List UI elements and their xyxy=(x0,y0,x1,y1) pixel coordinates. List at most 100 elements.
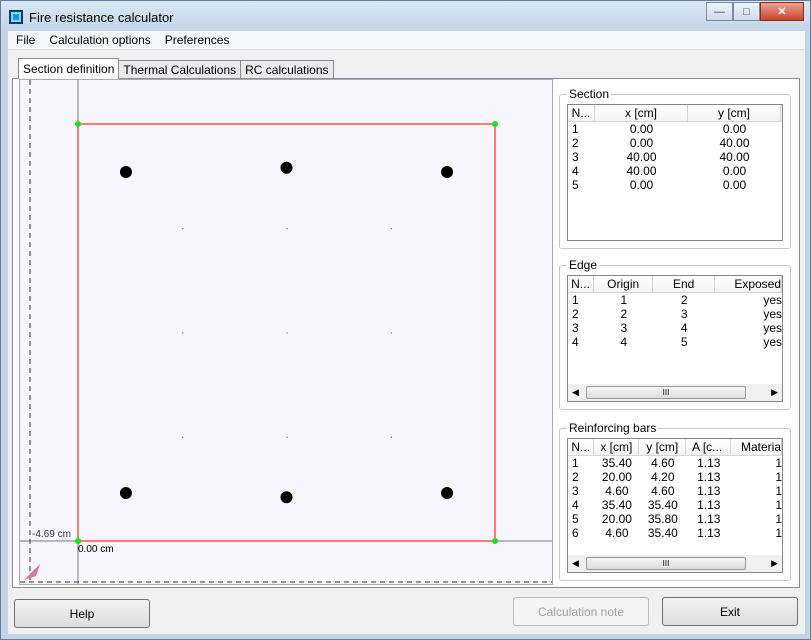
table-row[interactable]: 3 3 4 yes xyxy=(568,321,782,335)
scroll-thumb[interactable]: III xyxy=(586,386,746,399)
table-cell: 35.80 xyxy=(647,512,678,526)
table-cell: yes xyxy=(763,321,783,335)
scroll-left-icon[interactable]: ◀ xyxy=(572,387,579,397)
reinforcing-bar[interactable] xyxy=(441,487,454,500)
table-cell: 4.60 xyxy=(651,456,675,470)
col-header[interactable]: N... xyxy=(568,439,595,455)
scroll-right-icon[interactable]: ▶ xyxy=(771,558,778,568)
tab-thermal-calculations[interactable]: Thermal Calculations xyxy=(118,60,242,79)
section-table[interactable]: N... x [cm] y [cm] 1 0.00 0.00 2 0.00 40.00 3 40.… xyxy=(567,104,783,241)
reinforcing-bar[interactable] xyxy=(441,165,454,178)
table-row[interactable]: 4 35.40 35.40 1.13 1 xyxy=(568,498,782,512)
section-node[interactable] xyxy=(75,121,81,127)
table-cell: 1 xyxy=(775,526,783,540)
close-button[interactable]: ✕ xyxy=(760,2,804,21)
menu-calculation-options[interactable]: Calculation options xyxy=(49,33,151,47)
cursor-marker-icon xyxy=(24,564,40,580)
table-cell: 40.00 xyxy=(626,164,657,178)
table-row[interactable]: 1 35.40 4.60 1.13 1 xyxy=(568,456,782,470)
help-button[interactable]: Help xyxy=(14,599,150,628)
grid-dot xyxy=(182,436,184,438)
table-row[interactable]: 6 4.60 35.40 1.13 1 xyxy=(568,526,782,540)
col-header[interactable]: End xyxy=(653,276,715,292)
table-cell: 3 xyxy=(572,321,579,335)
col-header[interactable]: A [c... xyxy=(686,439,732,455)
table-cell: 1.13 xyxy=(697,484,721,498)
table-cell: 1 xyxy=(775,470,783,484)
reinforcing-bar[interactable] xyxy=(280,161,293,174)
table-cell: 4 xyxy=(620,335,628,349)
minimize-button[interactable]: — xyxy=(706,2,733,21)
bars-table[interactable]: N... x [cm] y [cm] A [c... Materia 1 35.40 4.6… xyxy=(567,438,783,573)
scroll-thumb[interactable]: III xyxy=(586,557,746,570)
app-icon xyxy=(9,10,23,24)
scroll-right-icon[interactable]: ▶ xyxy=(771,387,778,397)
horizontal-scrollbar[interactable]: ◀ III ▶ xyxy=(568,555,782,572)
table-row[interactable]: 2 20.00 4.20 1.13 1 xyxy=(568,470,782,484)
col-header[interactable]: x [cm] xyxy=(594,439,640,455)
table-row[interactable]: 1 1 2 yes xyxy=(568,293,782,307)
edge-table[interactable]: N... Origin End Exposed 1 1 2 yes 2 2 3 yes 3 3 4 yes 4… xyxy=(567,275,783,402)
tab-rc-calculations[interactable]: RC calculations xyxy=(240,60,334,79)
menu-preferences[interactable]: Preferences xyxy=(164,33,230,47)
col-header[interactable]: Origin xyxy=(594,276,654,292)
grid-dot xyxy=(286,332,288,334)
table-row[interactable]: 4 4 5 yes xyxy=(568,335,782,349)
table-cell: 5 xyxy=(572,178,579,192)
col-header[interactable]: N... xyxy=(568,276,594,292)
col-header[interactable]: y [cm] xyxy=(639,439,687,455)
section-node[interactable] xyxy=(492,121,498,127)
table-row[interactable]: 5 0.00 0.00 xyxy=(568,178,782,192)
table-cell: 1 xyxy=(572,293,579,307)
horizontal-scrollbar[interactable]: ◀ III ▶ xyxy=(568,384,782,401)
section-node[interactable] xyxy=(492,538,498,544)
table-row[interactable]: 1 0.00 0.00 xyxy=(568,122,782,136)
section-canvas[interactable]: -4.69 cm 0.00 cm xyxy=(19,79,553,585)
table-cell: 1 xyxy=(572,456,579,470)
title-bar: Fire resistance calculator xyxy=(9,7,174,27)
table-cell: 4.60 xyxy=(605,526,629,540)
table-cell: 4 xyxy=(680,321,688,335)
reinforcing-bar[interactable] xyxy=(119,165,132,178)
table-cell: 2 xyxy=(572,470,579,484)
section-drawing: -4.69 cm 0.00 cm xyxy=(20,80,552,584)
table-cell: 2 xyxy=(680,293,688,307)
col-header[interactable]: N... xyxy=(568,105,595,121)
edge-group: Edge N... Origin End Exposed 1 1 2 yes 2 2 3 yes 3 3… xyxy=(559,258,791,410)
menu-file[interactable]: File xyxy=(16,33,36,47)
reinforcing-bar[interactable] xyxy=(119,487,132,500)
table-row[interactable]: 3 4.60 4.60 1.13 1 xyxy=(568,484,782,498)
table-cell: 2 xyxy=(572,307,579,321)
table-cell: 4.60 xyxy=(651,484,675,498)
table-cell: 2 xyxy=(572,136,579,150)
col-header[interactable]: Materia xyxy=(731,439,782,455)
table-cell: yes xyxy=(763,293,783,307)
col-header[interactable]: x [cm] xyxy=(595,105,688,121)
table-row[interactable]: 2 2 3 yes xyxy=(568,307,782,321)
table-row[interactable]: 3 40.00 40.00 xyxy=(568,150,782,164)
table-cell: 6 xyxy=(572,526,579,540)
calculation-note-button[interactable]: Calculation note xyxy=(513,597,649,626)
exit-button[interactable]: Exit xyxy=(662,597,798,626)
grid-dot xyxy=(390,436,392,438)
table-cell: 1.13 xyxy=(697,456,721,470)
table-cell: 35.40 xyxy=(601,456,632,470)
table-cell: 4 xyxy=(572,498,579,512)
reinforcing-bar[interactable] xyxy=(280,491,293,504)
menu-bar: File Calculation options Preferences xyxy=(8,31,805,50)
table-cell: 3 xyxy=(572,484,579,498)
tab-section-definition[interactable]: Section definition xyxy=(18,58,120,79)
table-cell: 4 xyxy=(572,164,579,178)
scroll-left-icon[interactable]: ◀ xyxy=(572,558,579,568)
table-row[interactable]: 5 20.00 35.80 1.13 1 xyxy=(568,512,782,526)
table-row[interactable]: 4 40.00 0.00 xyxy=(568,164,782,178)
table-cell: 20.00 xyxy=(601,470,632,484)
table-cell: 4.60 xyxy=(605,484,629,498)
maximize-button[interactable]: □ xyxy=(733,2,760,21)
section-node[interactable] xyxy=(75,538,81,544)
table-row[interactable]: 2 0.00 40.00 xyxy=(568,136,782,150)
col-header[interactable]: Exposed xyxy=(715,276,782,292)
table-cell: 0.00 xyxy=(629,178,654,192)
table-cell: 1 xyxy=(775,498,783,512)
col-header[interactable]: y [cm] xyxy=(688,105,781,121)
